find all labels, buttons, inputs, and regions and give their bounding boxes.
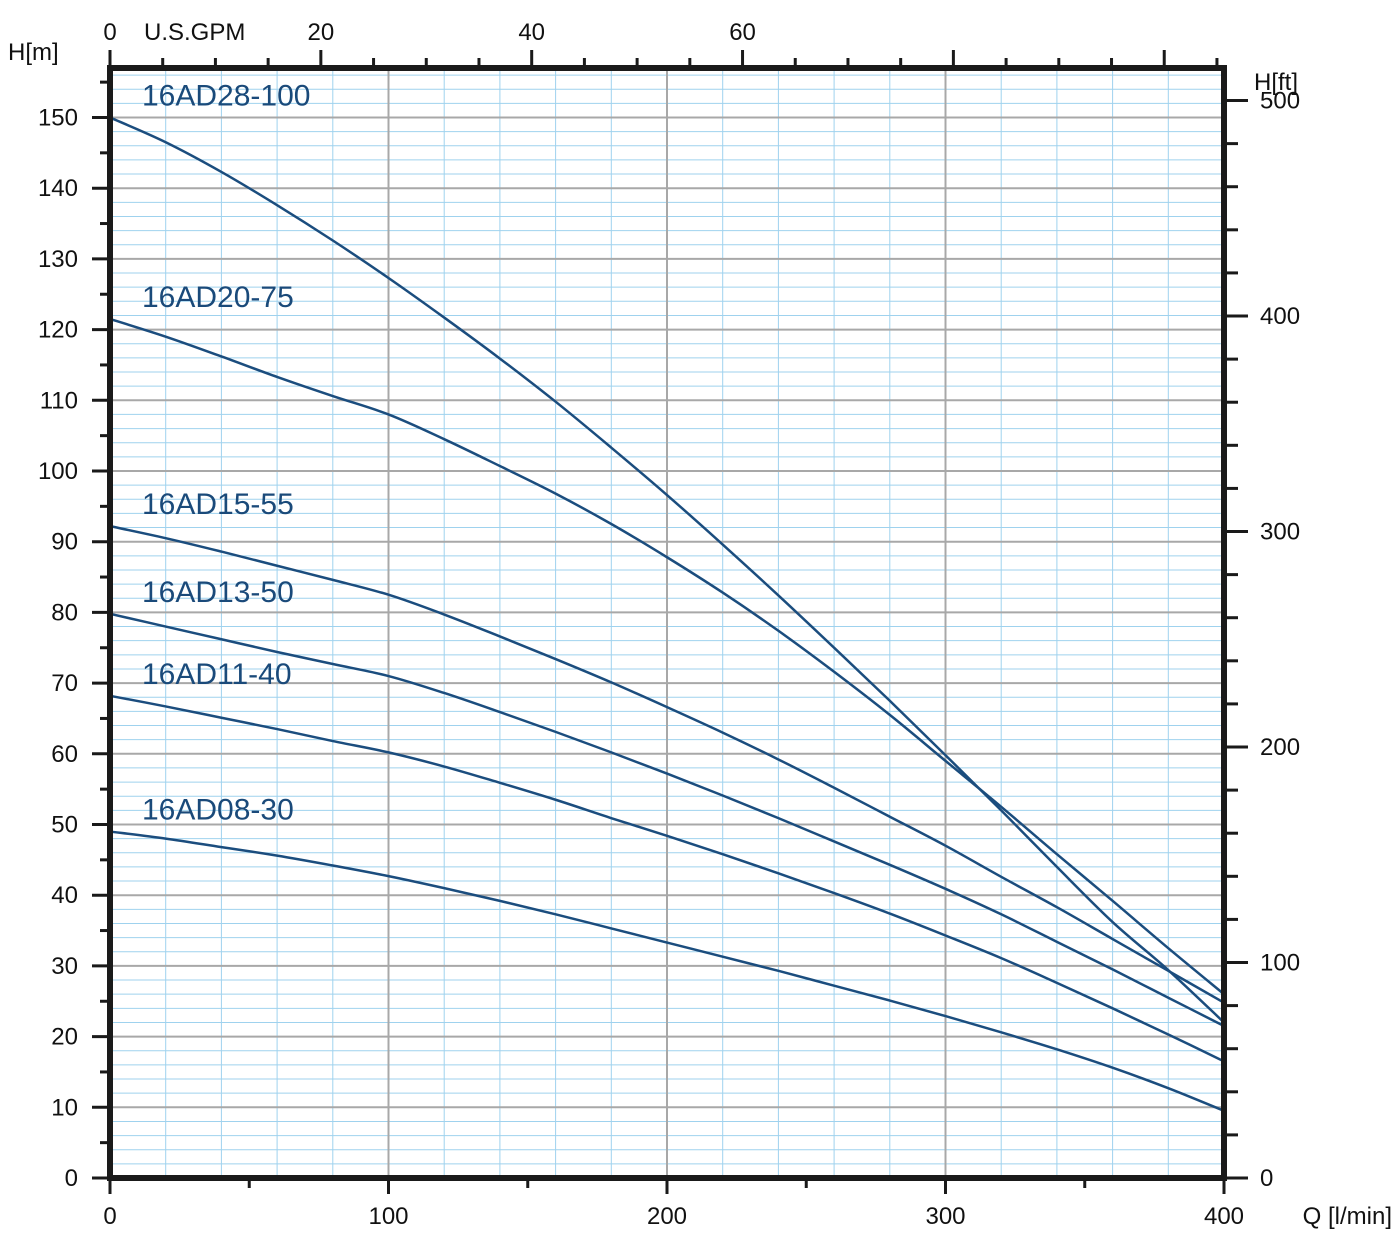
x-tick-label: 0: [103, 1203, 116, 1230]
x-tick-label: 100: [368, 1203, 408, 1230]
x-axis-title: Q [l/min]: [1303, 1203, 1392, 1230]
axis-labels: 0 10 20 30 40 50 60 70 80 90 100 110 120 130 140 150 0 10…: [8, 19, 1392, 1230]
series-curve-16ad08-30: [109, 830, 1225, 1112]
y-axis-title: H[m]: [8, 39, 59, 66]
series-label-16ad15-55: 16AD15-55: [142, 488, 294, 521]
series-curve-16ad28-100: [109, 116, 1225, 1024]
y-tick-label: 40: [51, 882, 78, 909]
x-tick-label: 200: [647, 1203, 687, 1230]
y-tick-label: 110: [40, 387, 78, 414]
y-tick-label: 100: [38, 458, 78, 485]
y-tick-label: 30: [51, 953, 78, 980]
series-label-16ad11-40: 16AD11-40: [142, 658, 292, 691]
y-tick-label: 70: [51, 670, 78, 697]
y2-tick-label: 400: [1260, 303, 1300, 330]
y2-tick-label: 300: [1260, 519, 1300, 546]
y-tick-label: 90: [51, 529, 78, 556]
series-label-16ad28-100: 16AD28-100: [142, 79, 310, 112]
series-labels: 16AD28-100 16AD20-75 16AD15-55 16AD13-50 16A…: [142, 79, 310, 826]
y-tick-label: 20: [51, 1024, 78, 1051]
series-curve-16ad13-50: [109, 612, 1225, 1028]
x2-tick-label: 20: [307, 19, 334, 46]
x-tick-label: 400: [1204, 1203, 1244, 1230]
y2-tick-label: 0: [1260, 1165, 1273, 1192]
y-tick-label: 10: [51, 1094, 78, 1121]
y-tick-label: 0: [65, 1165, 78, 1192]
series-curve-16ad11-40: [109, 694, 1225, 1063]
series-label-16ad13-50: 16AD13-50: [142, 576, 294, 609]
y-tick-label: 60: [51, 741, 78, 768]
y2-tick-label: 100: [1260, 950, 1300, 977]
y-tick-label: 50: [51, 811, 78, 838]
series-label-16ad08-30: 16AD08-30: [142, 794, 294, 827]
series-label-16ad20-75: 16AD20-75: [142, 281, 294, 314]
x2-tick-label: 40: [518, 19, 545, 46]
x2-tick-label: 60: [729, 19, 756, 46]
x2-axis-title: U.S.GPM: [144, 19, 245, 46]
y-tick-label: 130: [38, 246, 78, 273]
y-tick-label: 150: [38, 104, 78, 131]
x2-tick-label: 0: [103, 19, 116, 46]
grid: [110, 68, 1224, 1178]
y2-axis-title: H[ft]: [1254, 69, 1298, 96]
series-curve-16ad15-55: [109, 524, 1225, 1004]
series-curve-16ad20-75: [109, 317, 1225, 996]
y-tick-label: 140: [38, 175, 78, 202]
y2-tick-label: 500: [1260, 88, 1300, 115]
axis-ticks: [92, 50, 1248, 1194]
curves: [109, 116, 1225, 1112]
y-tick-label: 80: [51, 599, 78, 626]
y2-tick-label: 200: [1260, 734, 1300, 761]
x-tick-label: 300: [925, 1203, 965, 1230]
y-tick-label: 120: [38, 317, 78, 344]
